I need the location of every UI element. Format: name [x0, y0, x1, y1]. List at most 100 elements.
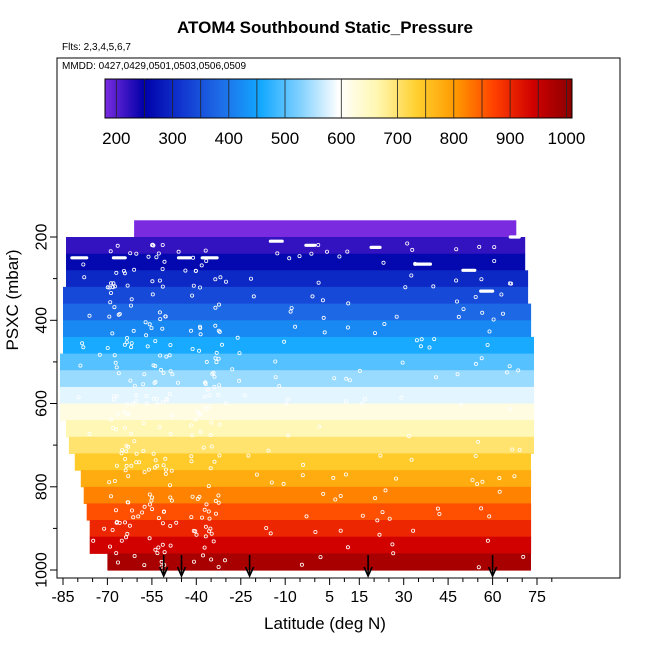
y-axis: 200 400 600 800 1000	[34, 58, 58, 588]
sample-dot	[141, 421, 146, 426]
sample-dot	[209, 420, 214, 425]
sample-dot	[150, 495, 155, 500]
sample-dot	[91, 538, 96, 543]
sample-dot	[161, 463, 166, 468]
sample-dot	[209, 557, 214, 562]
sample-dot	[454, 278, 459, 283]
sample-dot	[209, 444, 214, 449]
sample-dot	[434, 375, 439, 380]
sample-dot	[485, 538, 490, 543]
sample-dot	[242, 393, 247, 398]
sample-dots	[76, 241, 526, 570]
sample-dot	[150, 279, 155, 284]
sample-dot	[373, 496, 378, 501]
sample-dot	[117, 520, 122, 525]
sample-dot	[189, 459, 194, 464]
sample-dot	[125, 335, 130, 340]
sample-dot	[129, 297, 134, 302]
sample-dot	[81, 345, 86, 350]
sample-dot	[111, 397, 116, 402]
colorbar-tick-label: 300	[158, 129, 186, 148]
sample-dot	[164, 396, 169, 401]
colorbar-tick-label: 600	[327, 129, 355, 148]
sample-dot	[87, 431, 92, 436]
sample-dot	[360, 401, 365, 406]
pressure-layer-660	[66, 420, 535, 438]
pressure-layer-380	[63, 303, 532, 321]
sample-dot	[499, 292, 504, 297]
sample-dot	[128, 251, 133, 256]
sample-dot	[432, 337, 437, 342]
sample-dot	[338, 528, 343, 533]
sample-dot	[163, 314, 168, 319]
sample-dot	[136, 514, 141, 519]
pressure-layer-460	[63, 336, 534, 355]
sample-dot	[168, 495, 173, 500]
colorbar-tick-label: 200	[102, 129, 130, 148]
sample-dot	[146, 254, 151, 259]
sample-dot	[230, 367, 235, 372]
sample-dot	[331, 475, 336, 480]
pressure-layer-820	[83, 486, 531, 504]
sample-dot	[108, 544, 113, 549]
sample-dot	[461, 307, 466, 312]
sample-dot	[132, 383, 137, 388]
y-tick-label: 800	[34, 473, 51, 500]
sample-dot	[157, 278, 162, 283]
sample-dot	[198, 429, 203, 434]
sample-dot	[150, 292, 155, 297]
x-tick-label: 75	[528, 589, 546, 606]
sample-dot	[487, 514, 492, 519]
sample-dot	[110, 285, 115, 290]
x-tick-label: -85	[51, 589, 74, 606]
sample-dot	[114, 463, 119, 468]
pressure-layer-540	[60, 370, 534, 388]
sample-dot	[113, 360, 118, 365]
sample-dot	[431, 284, 436, 289]
sample-dot	[208, 466, 213, 471]
colorbar-gradient	[104, 78, 573, 119]
sample-dot	[213, 511, 218, 516]
sample-dot	[150, 242, 155, 247]
sample-dot	[419, 337, 424, 342]
sample-dot	[297, 254, 302, 259]
sample-dot	[212, 374, 217, 379]
sample-dot	[158, 317, 163, 322]
pressure-layer-980	[107, 553, 532, 571]
sample-dot	[504, 370, 509, 375]
sample-dot	[454, 299, 459, 304]
sample-dot	[248, 276, 253, 281]
sample-dot	[217, 329, 222, 334]
sample-dot	[207, 404, 212, 409]
sample-dot	[134, 451, 139, 456]
sample-dot	[269, 480, 274, 485]
pressure-layer-700	[68, 436, 535, 454]
sample-dot	[219, 342, 224, 347]
sample-dot	[485, 342, 490, 347]
sample-dot	[347, 378, 352, 383]
pressure-layer-420	[63, 320, 532, 338]
sample-dot	[208, 432, 213, 437]
sample-dot	[381, 260, 386, 265]
sample-dot	[222, 558, 227, 563]
sample-dot	[132, 554, 137, 559]
sample-dot	[216, 302, 221, 307]
sample-dot	[108, 249, 113, 254]
sample-dot	[201, 404, 206, 409]
sample-dot	[197, 348, 202, 353]
sample-dot	[190, 293, 195, 298]
sample-dot	[316, 242, 321, 247]
sample-dot	[507, 364, 512, 369]
sample-dot	[202, 507, 207, 512]
pressure-layer-740	[74, 453, 532, 471]
sample-dot	[214, 350, 219, 355]
sample-dot	[293, 324, 298, 329]
sample-dot	[197, 494, 202, 499]
sample-dot	[264, 526, 269, 531]
sample-dot	[157, 310, 162, 315]
pressure-layer-220	[66, 237, 526, 255]
sample-dot	[156, 545, 161, 550]
sample-dot	[459, 402, 464, 407]
sample-dot	[149, 507, 154, 512]
sample-dot	[169, 498, 174, 503]
